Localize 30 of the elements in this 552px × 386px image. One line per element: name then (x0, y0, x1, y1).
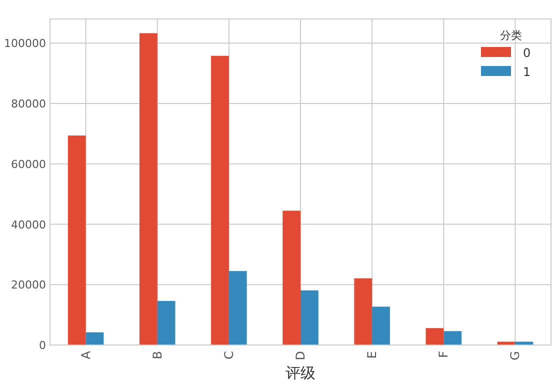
x-tick-label: F (436, 350, 451, 358)
y-tick-label: 0 (39, 339, 46, 352)
bar (515, 342, 534, 345)
x-tick-label: E (365, 351, 380, 359)
y-tick-label: 40000 (11, 218, 46, 232)
y-tick-label: 20000 (11, 278, 46, 292)
bar (68, 136, 86, 345)
bar (444, 331, 462, 345)
bar (157, 300, 176, 345)
legend-label: 1 (523, 65, 531, 79)
bar (426, 328, 444, 345)
bar (86, 332, 104, 345)
bar (211, 56, 229, 345)
bar (372, 306, 390, 345)
bar (354, 278, 372, 345)
x-tick-label: B (150, 351, 164, 360)
bar (228, 271, 247, 345)
bar (282, 210, 300, 345)
x-tick-label: D (294, 351, 308, 360)
y-tick-label: 60000 (11, 158, 46, 171)
y-tick-label: 80000 (11, 98, 46, 111)
legend-label: 0 (523, 46, 531, 60)
legend-title: 分类 (500, 29, 522, 42)
bar (300, 290, 318, 345)
bar (139, 33, 158, 345)
x-tick-label: A (78, 350, 93, 360)
y-tick-label: 100000 (4, 37, 46, 50)
x-axis-title: 评级 (286, 364, 316, 382)
x-tick-label: G (508, 351, 522, 360)
x-tick-label: C (222, 351, 236, 360)
